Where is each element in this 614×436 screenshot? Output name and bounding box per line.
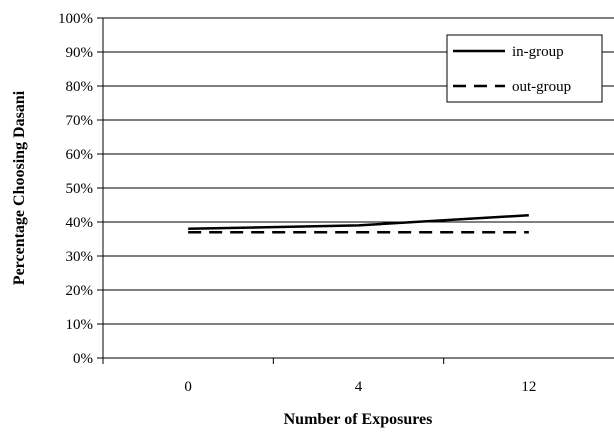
series-line-in-group [188,213,529,231]
y-tick-label: 20% [66,283,94,299]
x-tick-label: 12 [521,379,536,395]
x-tick-label: 0 [184,379,192,395]
x-axis-title: Number of Exposures [284,411,433,428]
y-tick-label: 10% [66,317,94,333]
y-tick-labels: 0% 10% 20% 30% 40% 50% 60% 70% 80% 90% 100% [58,11,93,367]
y-tick-label: 80% [66,79,94,95]
legend-items: in-group out-group [453,44,571,95]
x-tick-labels: 0 4 12 [184,379,536,395]
y-axis-title: Percentage Choosing Dasani [11,90,28,285]
y-tick-label: 100% [58,11,93,27]
gridlines [103,17,614,325]
y-tick-label: 40% [66,215,94,231]
legend-label-out-group: out-group [512,79,571,95]
x-tick-label: 4 [355,379,363,395]
y-tick-label: 90% [66,45,94,61]
y-tick-label: 70% [66,113,94,129]
y-tick-label: 50% [66,181,94,197]
y-tick-label: 30% [66,249,94,265]
legend-box [446,34,603,103]
legend: in-group out-group [446,34,603,103]
axes [97,17,614,364]
y-tick-label: 60% [66,147,94,163]
series-lines [188,213,529,234]
legend-label-in-group: in-group [512,44,564,60]
y-tick-label: 0% [73,351,93,367]
